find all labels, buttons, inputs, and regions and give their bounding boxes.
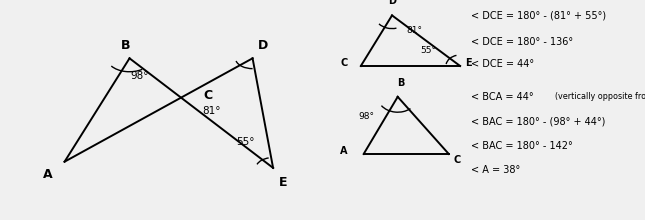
Text: A: A <box>43 168 52 181</box>
Text: D: D <box>258 39 268 52</box>
Text: B: B <box>121 39 131 52</box>
Text: < BAC = 180° - (98° + 44°): < BAC = 180° - (98° + 44°) <box>471 117 606 126</box>
Text: 55°: 55° <box>237 137 255 147</box>
Text: < BCA = 44°: < BCA = 44° <box>471 92 534 102</box>
Text: E: E <box>279 176 288 189</box>
Text: E: E <box>465 58 472 68</box>
Text: C: C <box>340 58 348 68</box>
Text: 81°: 81° <box>203 106 221 116</box>
Text: < A = 38°: < A = 38° <box>471 165 521 175</box>
Text: D: D <box>388 0 396 6</box>
Text: C: C <box>453 155 461 165</box>
Text: B: B <box>397 78 404 88</box>
Text: < BAC = 180° - 142°: < BAC = 180° - 142° <box>471 141 573 151</box>
Text: < DCE = 180° - 136°: < DCE = 180° - 136° <box>471 37 573 47</box>
Text: (vertically opposite from DCE): (vertically opposite from DCE) <box>555 92 645 101</box>
Text: A: A <box>340 146 348 156</box>
Text: < DCE = 44°: < DCE = 44° <box>471 59 535 69</box>
Text: < DCE = 180° - (81° + 55°): < DCE = 180° - (81° + 55°) <box>471 11 606 21</box>
Text: 98°: 98° <box>358 112 374 121</box>
Text: 98°: 98° <box>130 71 149 81</box>
Text: 55°: 55° <box>421 46 437 55</box>
Text: C: C <box>204 89 213 102</box>
Text: 81°: 81° <box>406 26 422 35</box>
